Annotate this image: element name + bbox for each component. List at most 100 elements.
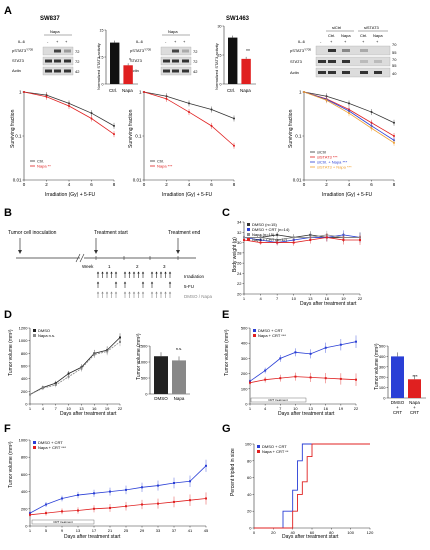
b-dosing-arrows [96, 271, 172, 298]
d-xlabel: Days after treatment start [60, 411, 117, 417]
g-chart-ytick-label: 100 [245, 442, 252, 447]
wb-il6-label: IL-6 [18, 39, 26, 44]
d-bar-cat-label: Napa [174, 396, 185, 401]
g-chart-xtick-label: 0 [253, 530, 256, 535]
c-chart-ytick-label: 28 [237, 250, 242, 255]
wb-ctrl-lane: Ctrl. [360, 33, 367, 38]
b-inoc-label: Tumor cell inoculation [8, 230, 57, 236]
e-chart-xtick-label: 10 [293, 406, 298, 411]
wb-plus: + [330, 39, 333, 44]
f-chart-legend-swatch [33, 446, 36, 449]
e-chart-point [294, 351, 297, 354]
a1-bar-ytick-label: 15 [100, 29, 104, 33]
wb-mw: 72 [193, 49, 198, 54]
e-chart-point [355, 340, 357, 343]
c-chart-point [309, 239, 312, 241]
e-chart-point [264, 369, 267, 372]
b-dose-arrowhead [141, 291, 145, 294]
d-chart-ytick-label: 1000 [19, 338, 29, 343]
a1-surv-ytick-label: 0.01 [13, 178, 22, 183]
panel-label-d: D [4, 309, 12, 321]
wb-pstat3-label: pSTAT3Y705 [130, 48, 151, 54]
wb-minus: - [165, 39, 167, 44]
e-bar-ytick-label: 100 [379, 385, 386, 390]
f-chart-point [189, 480, 191, 483]
a2-surv-ylabel: Surviving fraction [128, 109, 134, 148]
f-chart-series-line [29, 465, 207, 514]
wb-mw: 42 [193, 69, 198, 74]
a1-bar-bar [110, 42, 120, 84]
b-dose-arrowhead [141, 281, 145, 284]
e-bar-rect [408, 379, 421, 398]
b-dose-arrowhead [114, 291, 118, 294]
d-bar-cat-label: DMSO [154, 396, 168, 401]
b-week-2: 2 [136, 264, 139, 269]
g-chart-xtick-label: 60 [310, 530, 315, 535]
d-chart-xtick-label: 16 [92, 406, 97, 411]
a3-surv-xtick-label: 2 [325, 182, 328, 187]
b-end-label: Treatment end [168, 230, 201, 236]
b-week-3: 3 [163, 264, 166, 269]
a2-surv-legend-label: Ctrl. [157, 159, 164, 164]
a1-surv-xtick-label: 2 [45, 182, 48, 187]
e-chart-legend-label: DMSO + CRT [258, 328, 283, 333]
e-chart-xtick-label: 13 [308, 406, 313, 411]
e-crt-label: CRT treatment [268, 398, 288, 402]
b-week-1: 1 [108, 264, 111, 269]
e-bar-cat-crt: CRT [410, 410, 419, 415]
d-bar-ns: n.s. [176, 346, 182, 351]
a3-surv-legend-label: siCtrl [317, 150, 326, 155]
panel-label-b: B [4, 207, 12, 219]
f-chart-point [189, 499, 191, 502]
g-chart-xtick-label: 80 [329, 530, 334, 535]
c-chart-legend-swatch [247, 228, 250, 231]
f-chart-xtick-label: 1 [29, 528, 32, 533]
a2-surv-point [143, 91, 145, 93]
b-dose-arrowhead [150, 291, 154, 294]
b-dose-arrowhead [110, 291, 113, 294]
e-chart-point [339, 343, 342, 346]
c-chart-point [276, 233, 279, 236]
wb-actin-label: Actin [12, 68, 21, 73]
wb-plus: + [56, 39, 59, 44]
b-dose-arrowhead [168, 291, 172, 294]
g-chart-legend-swatch [257, 450, 260, 453]
d-bar-ylabel: Tumor volume (mm³) [136, 333, 142, 380]
a2-surv-legend-label: Napa *** [157, 164, 173, 169]
c-chart-xtick-label: 22 [358, 296, 363, 301]
e-chart-point [294, 375, 297, 378]
f-chart-xtick-label: 5 [45, 528, 48, 533]
f-chart-ytick-label: 200 [21, 506, 28, 511]
wb-plus: + [183, 39, 186, 44]
b-dose-arrowhead [164, 291, 167, 294]
a1-surv-ytick-label: 1 [19, 90, 22, 95]
f-chart-xtick-label: 13 [76, 528, 81, 533]
f-chart-xtick-label: 41 [188, 528, 193, 533]
f-chart-point [125, 505, 127, 508]
d-chart-legend-swatch [33, 329, 36, 332]
wb-minus: - [320, 39, 322, 44]
wb-plus: + [362, 39, 365, 44]
b-dose-arrowhead [128, 291, 131, 294]
c-chart-ytick-label: 20 [237, 292, 242, 297]
f-chart-point [29, 513, 31, 516]
wb-ctrl-lane: Ctrl. [328, 33, 335, 38]
a1-bar-ylabel: Normalized STAT3-activity [96, 43, 101, 90]
panel-label-a: A [4, 5, 12, 17]
b-dose-arrowhead [123, 291, 127, 294]
e-chart-point [309, 352, 312, 355]
c-chart-point [359, 239, 361, 241]
e-chart-ytick-label: 500 [241, 326, 248, 331]
f-chart-point [173, 482, 175, 484]
b-dose-arrowhead [155, 271, 158, 274]
c-chart-legend-label: DMSO + CRT (n=14) [252, 227, 290, 232]
panel-label-g: G [222, 423, 231, 435]
f-chart-xtick-label: 37 [172, 528, 177, 533]
g-chart-xtick-label: 100 [347, 530, 354, 535]
c-ylabel: Body weight (g) [232, 237, 238, 272]
a2-bar-ytick-label: 15 [218, 54, 222, 58]
c-chart-ytick-label: 26 [237, 261, 242, 266]
f-chart-xtick-label: 29 [140, 528, 145, 533]
a2-surv-xtick-label: 4 [188, 182, 191, 187]
a2-bar-ytick-label: 0 [220, 83, 222, 87]
